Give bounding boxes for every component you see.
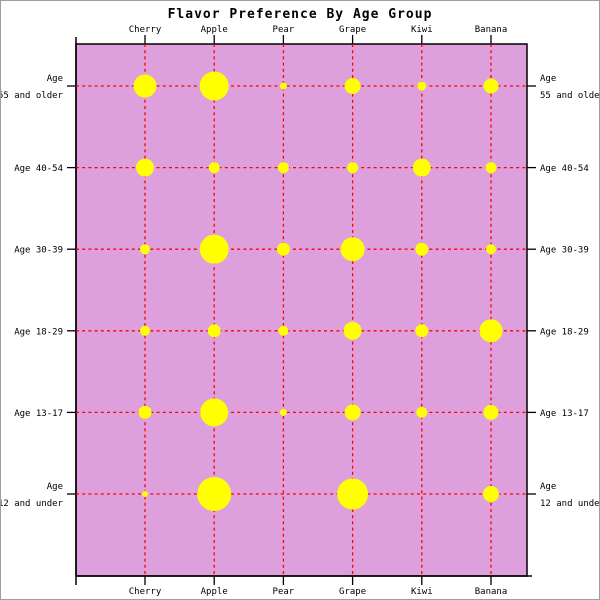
bubble-pear-row4 [279, 408, 287, 416]
bubble-banana-row3 [479, 319, 503, 343]
x-label-bottom-pear: Pear [273, 587, 295, 597]
x-label-top-banana: Banana [475, 25, 508, 35]
bubble-kiwi-row2 [415, 242, 429, 256]
bubble-cherry-row4 [138, 405, 152, 419]
bubble-banana-row1 [485, 162, 497, 174]
bubble-kiwi-row3 [415, 324, 429, 338]
bubble-cherry-row3 [140, 325, 150, 336]
bubble-grape-row2 [340, 237, 365, 262]
y-label-left-row2: Age 30-39 [14, 246, 63, 256]
bubble-banana-row4 [483, 404, 499, 420]
bubble-cherry-row1 [136, 158, 154, 177]
bubble-apple-row5 [197, 477, 232, 511]
bubble-banana-row0 [483, 78, 499, 94]
x-label-bottom-cherry: Cherry [129, 587, 162, 597]
y-label-left-row0-line2: 55 and older [1, 91, 64, 101]
x-label-bottom-grape: Grape [339, 587, 366, 597]
y-label-right-row2: Age 30-39 [540, 246, 589, 256]
bubble-apple-row1 [208, 162, 220, 174]
x-label-bottom-apple: Apple [201, 587, 228, 597]
y-label-left-row5-line2: 12 and under [1, 499, 64, 509]
y-label-right-row5-line2: 12 and under [540, 499, 600, 509]
bubble-cherry-row0 [133, 74, 157, 98]
bubble-grape-row4 [344, 404, 361, 421]
bubble-kiwi-row4 [416, 406, 428, 418]
bubble-cherry-row2 [140, 244, 150, 255]
y-label-right-row1: Age 40-54 [540, 164, 589, 174]
y-label-left-row0-line1: Age [47, 74, 63, 84]
x-label-top-kiwi: Kiwi [411, 25, 433, 35]
chart-title: Flavor Preference By Age Group [167, 7, 433, 22]
x-label-top-apple: Apple [201, 25, 228, 35]
x-label-top-cherry: Cherry [129, 25, 162, 35]
bubble-apple-row2 [199, 234, 229, 264]
y-label-left-row1: Age 40-54 [14, 164, 63, 174]
x-label-bottom-kiwi: Kiwi [411, 587, 433, 597]
bubble-apple-row4 [200, 398, 229, 427]
x-label-top-grape: Grape [339, 25, 366, 35]
y-label-right-row0-line2: 55 and older [540, 91, 600, 101]
bubble-apple-row3 [207, 324, 221, 338]
bubble-apple-row0 [199, 71, 229, 101]
y-label-left-row4: Age 13-17 [14, 409, 63, 419]
y-label-right-row3: Age 18-29 [540, 327, 589, 337]
bubble-pear-row2 [276, 242, 290, 256]
bubble-banana-row5 [483, 486, 499, 502]
y-label-right-row5-line1: Age [540, 482, 556, 492]
y-label-left-row3: Age 18-29 [14, 327, 63, 337]
x-label-top-pear: Pear [273, 25, 295, 35]
plot-area [75, 43, 528, 577]
bubble-grape-row0 [344, 78, 361, 94]
bubble-pear-row3 [278, 325, 289, 336]
bubble-grape-row5 [337, 478, 369, 510]
bubble-pear-row1 [277, 162, 289, 174]
y-label-right-row4: Age 13-17 [540, 409, 589, 419]
bubble-banana-row2 [486, 244, 496, 255]
bubble-grape-row3 [343, 321, 362, 340]
x-label-bottom-banana: Banana [475, 587, 508, 597]
y-label-left-row5-line1: Age [47, 482, 63, 492]
bubble-grape-row1 [347, 162, 359, 174]
y-label-right-row0-line1: Age [540, 74, 556, 84]
bubble-pear-row0 [279, 82, 287, 90]
bubble-kiwi-row1 [412, 158, 431, 177]
bubble-kiwi-row0 [417, 81, 427, 91]
bubble-cherry-row5 [142, 491, 148, 497]
